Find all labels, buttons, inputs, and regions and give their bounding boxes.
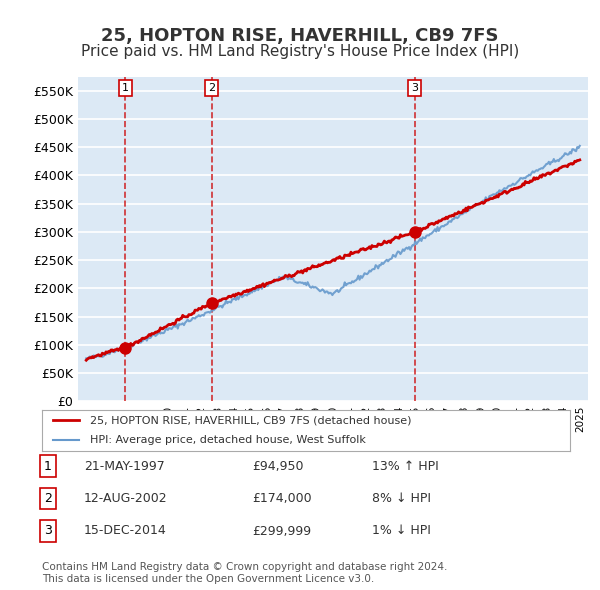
Text: Price paid vs. HM Land Registry's House Price Index (HPI): Price paid vs. HM Land Registry's House … [81, 44, 519, 59]
Text: 2: 2 [44, 492, 52, 505]
Text: 25, HOPTON RISE, HAVERHILL, CB9 7FS: 25, HOPTON RISE, HAVERHILL, CB9 7FS [101, 27, 499, 45]
Text: 25, HOPTON RISE, HAVERHILL, CB9 7FS (detached house): 25, HOPTON RISE, HAVERHILL, CB9 7FS (det… [89, 415, 411, 425]
Text: 3: 3 [44, 525, 52, 537]
Text: £94,950: £94,950 [252, 460, 304, 473]
Text: £174,000: £174,000 [252, 492, 311, 505]
Text: HPI: Average price, detached house, West Suffolk: HPI: Average price, detached house, West… [89, 435, 365, 445]
Text: 3: 3 [411, 83, 418, 93]
Text: 15-DEC-2014: 15-DEC-2014 [84, 525, 167, 537]
Text: 1: 1 [122, 83, 129, 93]
Text: Contains HM Land Registry data © Crown copyright and database right 2024.
This d: Contains HM Land Registry data © Crown c… [42, 562, 448, 584]
Text: 8% ↓ HPI: 8% ↓ HPI [372, 492, 431, 505]
Text: 1: 1 [44, 460, 52, 473]
Text: 13% ↑ HPI: 13% ↑ HPI [372, 460, 439, 473]
Text: 21-MAY-1997: 21-MAY-1997 [84, 460, 165, 473]
Text: 2: 2 [208, 83, 215, 93]
Text: 12-AUG-2002: 12-AUG-2002 [84, 492, 167, 505]
Text: £299,999: £299,999 [252, 525, 311, 537]
Text: 1% ↓ HPI: 1% ↓ HPI [372, 525, 431, 537]
